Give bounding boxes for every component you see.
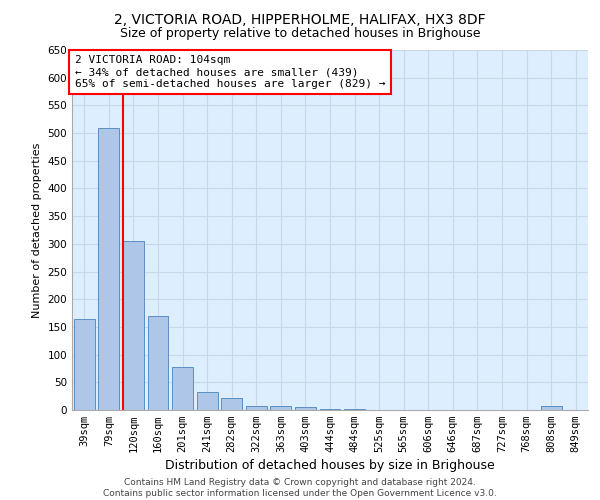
Text: Size of property relative to detached houses in Brighouse: Size of property relative to detached ho… [120, 28, 480, 40]
Text: 2 VICTORIA ROAD: 104sqm
← 34% of detached houses are smaller (439)
65% of semi-d: 2 VICTORIA ROAD: 104sqm ← 34% of detache… [74, 56, 385, 88]
Bar [172, 367, 193, 410]
Y-axis label: Number of detached properties: Number of detached properties [32, 142, 42, 318]
Bar [148, 316, 169, 410]
Bar [295, 407, 316, 410]
Bar [197, 392, 218, 410]
Bar [98, 128, 119, 410]
Text: 2, VICTORIA ROAD, HIPPERHOLME, HALIFAX, HX3 8DF: 2, VICTORIA ROAD, HIPPERHOLME, HALIFAX, … [114, 12, 486, 26]
Bar [246, 406, 267, 410]
X-axis label: Distribution of detached houses by size in Brighouse: Distribution of detached houses by size … [165, 460, 495, 472]
Bar [221, 398, 242, 410]
Bar [320, 409, 340, 410]
Bar [74, 318, 95, 410]
Bar [271, 406, 292, 410]
Bar [541, 406, 562, 410]
Text: Contains HM Land Registry data © Crown copyright and database right 2024.
Contai: Contains HM Land Registry data © Crown c… [103, 478, 497, 498]
Bar [123, 241, 144, 410]
